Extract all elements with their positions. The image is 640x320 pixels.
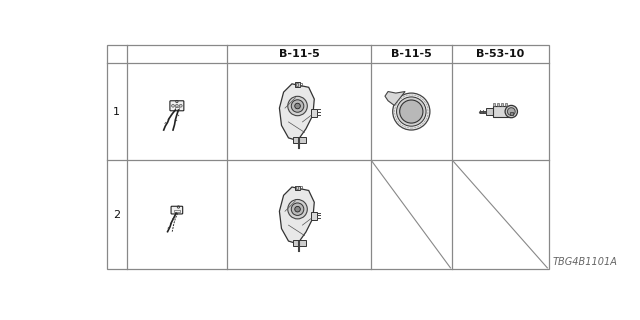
Bar <box>300 83 301 86</box>
Polygon shape <box>280 187 314 244</box>
Text: TBG4B1101A: TBG4B1101A <box>553 257 618 267</box>
Bar <box>174 210 180 212</box>
Bar <box>175 107 179 110</box>
Circle shape <box>400 100 423 123</box>
Circle shape <box>397 97 426 126</box>
Polygon shape <box>385 92 405 105</box>
Circle shape <box>179 104 182 107</box>
Circle shape <box>288 199 307 219</box>
Circle shape <box>508 108 515 116</box>
Bar <box>509 112 513 116</box>
Bar <box>107 44 549 269</box>
Bar <box>497 103 499 106</box>
Text: B-11-5: B-11-5 <box>278 49 319 59</box>
Circle shape <box>172 104 174 107</box>
Circle shape <box>175 104 179 107</box>
Bar <box>293 240 306 246</box>
Polygon shape <box>280 84 314 141</box>
Bar <box>312 212 317 220</box>
Text: B-11-5: B-11-5 <box>391 49 432 59</box>
Bar <box>505 103 507 106</box>
Circle shape <box>291 203 304 215</box>
Bar <box>300 186 301 189</box>
Bar <box>296 83 298 86</box>
Bar <box>493 103 495 106</box>
Bar <box>295 186 300 190</box>
Circle shape <box>393 93 430 130</box>
Circle shape <box>291 100 304 112</box>
Circle shape <box>288 96 307 116</box>
FancyBboxPatch shape <box>171 206 182 214</box>
Bar <box>293 137 306 143</box>
Circle shape <box>295 103 300 109</box>
Bar <box>486 108 493 116</box>
Circle shape <box>505 105 518 118</box>
Circle shape <box>295 206 300 212</box>
Text: B-53-10: B-53-10 <box>476 49 525 59</box>
Bar <box>493 106 509 117</box>
FancyBboxPatch shape <box>170 101 184 111</box>
Bar <box>296 186 298 189</box>
Text: 1: 1 <box>113 107 120 116</box>
Bar <box>501 103 503 106</box>
Bar <box>295 83 300 87</box>
Bar <box>312 109 317 117</box>
Text: 2: 2 <box>113 210 120 220</box>
